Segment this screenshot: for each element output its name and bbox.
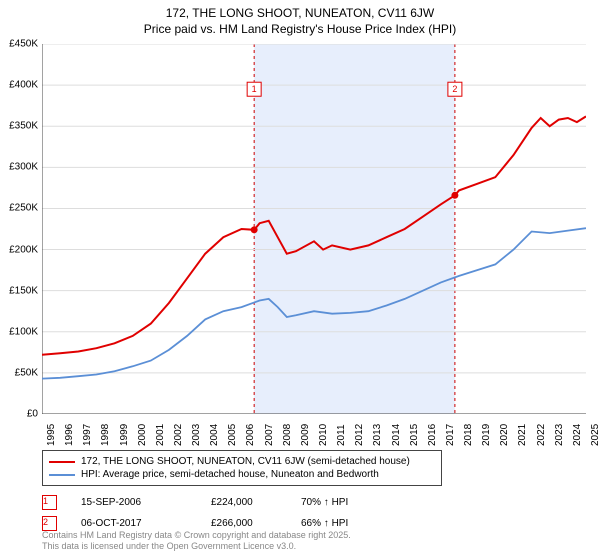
x-tick-label: 2018: [463, 424, 474, 446]
footer-attribution: Contains HM Land Registry data © Crown c…: [42, 530, 351, 553]
x-tick-label: 2002: [173, 424, 184, 446]
legend-line-swatch: [49, 474, 75, 476]
title-line1: 172, THE LONG SHOOT, NUNEATON, CV11 6JW: [0, 0, 600, 20]
title-line2: Price paid vs. HM Land Registry's House …: [0, 20, 600, 36]
legend-box: 172, THE LONG SHOOT, NUNEATON, CV11 6JW …: [42, 450, 442, 486]
x-tick-label: 1999: [119, 424, 130, 446]
marker-price: £224,000: [211, 497, 301, 508]
marker-pct: 66% ↑ HPI: [301, 518, 391, 529]
y-tick-label: £250K: [9, 203, 38, 214]
legend-row: 172, THE LONG SHOOT, NUNEATON, CV11 6JW …: [49, 455, 435, 468]
x-tick-label: 2016: [427, 424, 438, 446]
marker-pct: 70% ↑ HPI: [301, 497, 391, 508]
y-tick-label: £150K: [9, 285, 38, 296]
x-tick-label: 2025: [590, 424, 600, 446]
footer-line1: Contains HM Land Registry data © Crown c…: [42, 530, 351, 541]
x-tick-label: 2019: [481, 424, 492, 446]
y-tick-label: £450K: [9, 39, 38, 50]
x-tick-label: 2017: [445, 424, 456, 446]
x-tick-label: 2007: [264, 424, 275, 446]
marker-price: £266,000: [211, 518, 301, 529]
x-tick-label: 2022: [536, 424, 547, 446]
x-tick-label: 2011: [336, 424, 347, 446]
x-tick-label: 2020: [499, 424, 510, 446]
x-tick-label: 1995: [46, 424, 57, 446]
svg-text:1: 1: [252, 84, 257, 94]
x-tick-label: 2006: [245, 424, 256, 446]
x-tick-label: 2010: [318, 424, 329, 446]
x-tick-label: 2013: [372, 424, 383, 446]
x-tick-label: 2024: [572, 424, 583, 446]
marker-info-rows: 1 15-SEP-2006£224,00070% ↑ HPI 2 06-OCT-201…: [42, 492, 391, 534]
legend-label: 172, THE LONG SHOOT, NUNEATON, CV11 6JW …: [81, 456, 410, 467]
marker-box-1: 1: [247, 82, 261, 96]
chart-container: 172, THE LONG SHOOT, NUNEATON, CV11 6JW …: [0, 0, 600, 560]
y-tick-label: £350K: [9, 121, 38, 132]
legend-row: HPI: Average price, semi-detached house,…: [49, 468, 435, 481]
marker-info-row: 1 15-SEP-2006£224,00070% ↑ HPI: [42, 492, 391, 513]
x-tick-label: 1996: [64, 424, 75, 446]
y-tick-label: £50K: [15, 367, 38, 378]
y-tick-label: £0: [27, 409, 38, 420]
y-tick-label: £100K: [9, 326, 38, 337]
x-tick-label: 1998: [100, 424, 111, 446]
marker-date: 06-OCT-2017: [81, 518, 211, 529]
sale-point-1: [251, 226, 258, 233]
marker-date: 15-SEP-2006: [81, 497, 211, 508]
x-tick-label: 2000: [137, 424, 148, 446]
x-tick-label: 1997: [82, 424, 93, 446]
x-tick-label: 2001: [155, 424, 166, 446]
x-tick-label: 2003: [191, 424, 202, 446]
x-tick-label: 2008: [282, 424, 293, 446]
y-tick-label: £300K: [9, 162, 38, 173]
marker-box-2: 2: [448, 82, 462, 96]
x-tick-label: 2005: [227, 424, 238, 446]
x-tick-label: 2023: [554, 424, 565, 446]
x-tick-label: 2014: [391, 424, 402, 446]
svg-text:2: 2: [452, 84, 457, 94]
marker-number-box: 1: [42, 495, 57, 510]
x-tick-label: 2021: [517, 424, 528, 446]
x-tick-label: 2015: [409, 424, 420, 446]
marker-number-box: 2: [42, 516, 57, 531]
sale-point-2: [451, 192, 458, 199]
footer-line2: This data is licensed under the Open Gov…: [42, 541, 351, 552]
y-tick-label: £400K: [9, 80, 38, 91]
x-tick-label: 2004: [209, 424, 220, 446]
x-tick-label: 2012: [354, 424, 365, 446]
chart-svg: 12: [42, 44, 586, 414]
legend-line-swatch: [49, 461, 75, 463]
x-tick-label: 2009: [300, 424, 311, 446]
legend-label: HPI: Average price, semi-detached house,…: [81, 469, 379, 480]
chart-area: 12 £0£50K£100K£150K£200K£250K£300K£350K£…: [42, 44, 586, 414]
y-tick-label: £200K: [9, 244, 38, 255]
